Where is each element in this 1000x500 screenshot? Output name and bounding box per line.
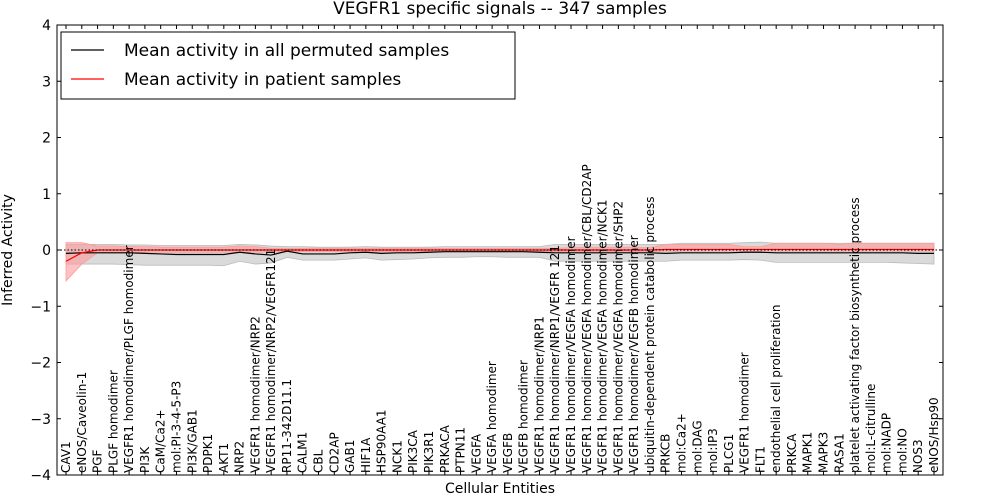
legend-label-permuted: Mean activity in all permuted samples — [124, 41, 449, 61]
category-label: MAPK1 — [801, 432, 815, 473]
category-label: VEGFR1 homodimer/NRP1/VEGFR 121 — [548, 245, 562, 473]
category-label: eNOS/Hsp90 — [927, 397, 941, 473]
y-tick-label: −2 — [30, 356, 51, 372]
line-patient — [65, 248, 934, 262]
line-permuted — [65, 250, 934, 256]
category-label: mol:PI-3-4-5-P3 — [169, 381, 183, 473]
category-label: endothelial cell proliferation — [769, 305, 783, 473]
category-label: NCK1 — [390, 440, 404, 473]
legend-box — [60, 31, 516, 100]
category-label: RASA1 — [832, 433, 846, 473]
category-label: VEGFR1 homodimer/NRP2/VEGFR121 — [264, 249, 278, 473]
category-label: FLT1 — [753, 446, 767, 473]
category-label: CALM1 — [296, 432, 310, 473]
category-label: VEGFR1 homodimer/VEGFA homodimer/SHP2 — [611, 201, 625, 473]
y-tick-label: −1 — [30, 299, 51, 315]
y-tick-label: 1 — [42, 187, 51, 203]
category-label: PLGF homodimer — [106, 370, 120, 473]
x-axis-label: Cellular Entities — [445, 481, 555, 497]
legend-label-patient: Mean activity in patient samples — [124, 70, 401, 90]
category-labels: CAV1 eNOS/Caveolin-1 PGF PLGF homodimer VEGF… — [59, 164, 941, 473]
category-label: PRKCB — [659, 434, 673, 473]
category-label: PIK3CA — [406, 429, 420, 473]
category-label: PRKCA — [785, 433, 799, 473]
category-label: AKT1 — [217, 443, 231, 473]
category-label: VEGFR1 homodimer/NRP1 — [532, 316, 546, 473]
y-tick-label: −4 — [30, 468, 51, 484]
category-label: PGF — [91, 449, 105, 473]
category-label: PLCG1 — [722, 434, 736, 473]
category-label: mol:NADP — [880, 413, 894, 473]
category-label: NRP2 — [233, 441, 247, 473]
category-label: CAV1 — [59, 441, 73, 473]
category-label: VEGFB — [501, 433, 515, 473]
category-label: ubiquitin-dependent protein catabolic pr… — [643, 197, 657, 473]
category-label: VEGFA homodimer — [485, 361, 499, 473]
category-label: NOS3 — [911, 439, 925, 473]
y-tick-label: −3 — [30, 412, 51, 428]
y-axis: −4 −3 −2 −1 0 1 2 3 4 — [30, 18, 943, 484]
category-label: eNOS/Caveolin-1 — [75, 372, 89, 473]
category-label: PRKACA — [438, 424, 452, 473]
category-label: mol:IP3 — [706, 428, 720, 473]
category-label: VEGFB homodimer — [517, 360, 531, 473]
category-label: VEGFR1 homodimer/VEGFA homodimer — [564, 236, 578, 473]
category-label: PI3K — [138, 446, 152, 473]
category-label: VEGFR1 homodimer/VEGFB homodimer — [627, 235, 641, 473]
legend: Mean activity in all permuted samples Me… — [60, 31, 516, 100]
category-label: VEGFR1 homodimer — [738, 352, 752, 473]
y-tick-label: 0 — [42, 243, 51, 259]
x-axis-ticks — [65, 25, 935, 475]
chart-title: VEGFR1 specific signals -- 347 samples — [333, 0, 667, 19]
category-label: GAB1 — [343, 440, 357, 473]
category-label: VEGFR1 homodimer/NRP2 — [248, 316, 262, 473]
category-label: mol:NO — [895, 428, 909, 473]
confidence-bands — [65, 241, 935, 282]
category-label: CaM/Ca2+ — [154, 409, 168, 473]
category-label: PI3K/GAB1 — [185, 409, 199, 473]
category-label: VEGFA — [469, 433, 483, 473]
category-label: mol:DAG — [690, 420, 704, 473]
y-axis-label: Inferred Activity — [0, 194, 16, 306]
y-tick-label: 2 — [42, 131, 51, 147]
category-label: PIK3R1 — [422, 431, 436, 473]
category-label: RP11-342D11.1 — [280, 379, 294, 473]
category-label: HIF1A — [359, 437, 373, 473]
category-label: MAPK3 — [817, 432, 831, 473]
category-label: PTPN11 — [454, 427, 468, 473]
category-label: mol:Ca2+ — [674, 413, 688, 473]
series-lines — [65, 248, 934, 262]
category-label: platelet activating factor biosynthetic … — [848, 197, 862, 473]
category-label: CBL — [312, 449, 326, 473]
category-label: PDPK1 — [201, 434, 215, 473]
category-label: CD2AP — [327, 432, 341, 473]
category-label: mol:L-citrulline — [864, 384, 878, 473]
y-tick-label: 4 — [42, 18, 51, 34]
category-label: VEGFR1 homodimer/VEGFA homodimer/CBL/CD2… — [580, 164, 594, 473]
category-label: VEGFR1 homodimer/PLGF homodimer — [122, 245, 136, 473]
category-label: VEGFR1 homodimer/VEGFA homodimer/NCK1 — [596, 199, 610, 473]
y-tick-label: 3 — [42, 74, 51, 90]
category-label: HSP90AA1 — [375, 409, 389, 473]
